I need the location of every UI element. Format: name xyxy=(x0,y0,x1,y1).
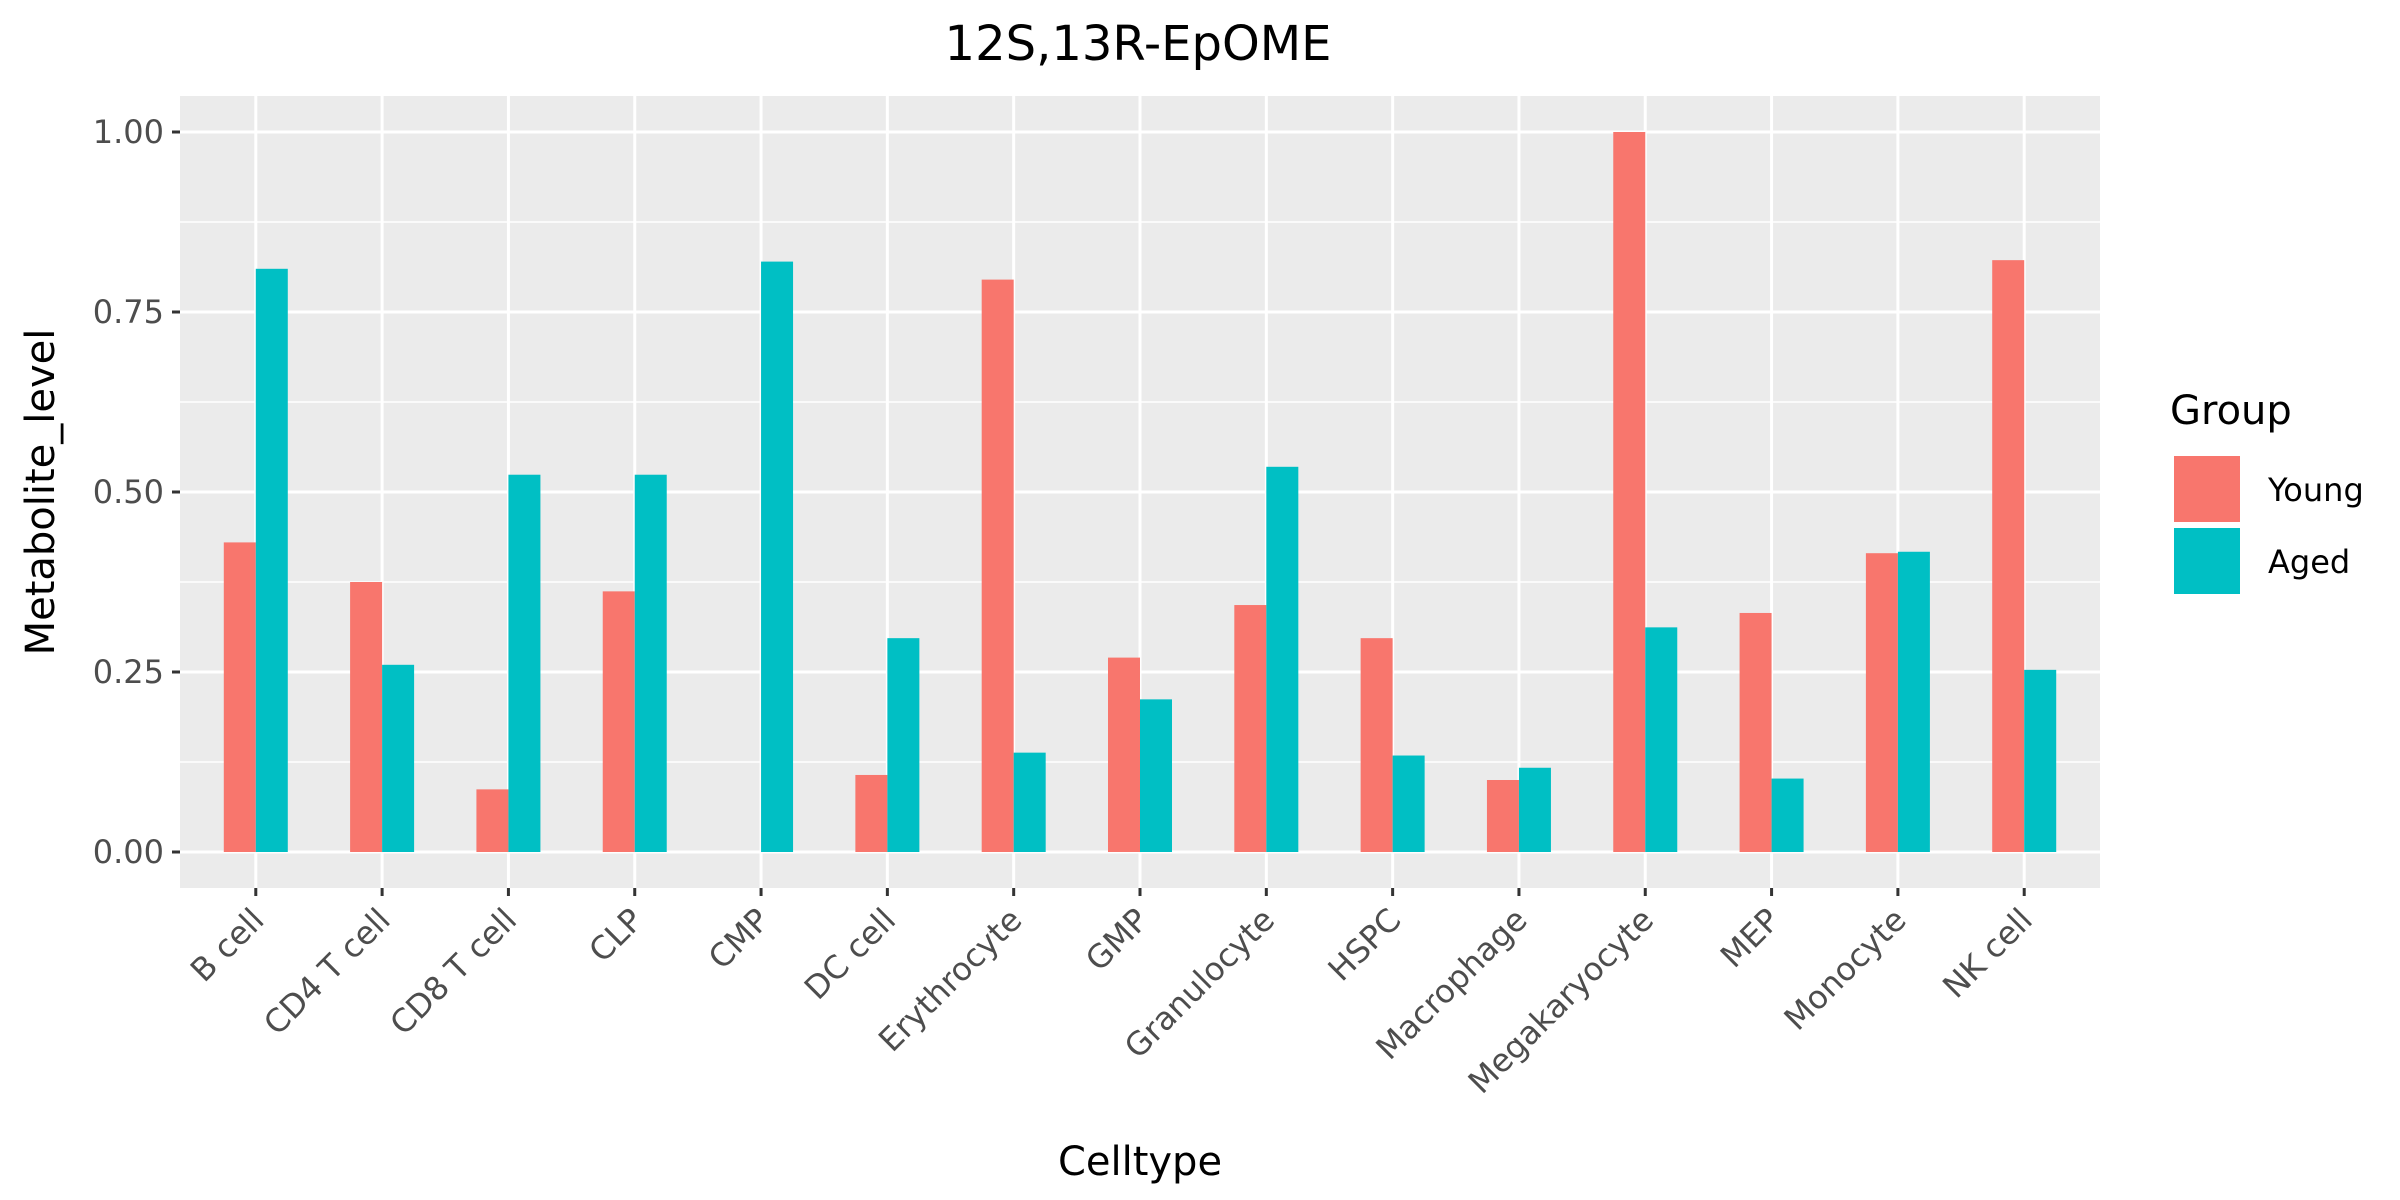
bar-young xyxy=(1108,657,1140,852)
bar-young xyxy=(476,789,509,852)
bar-aged xyxy=(887,638,920,852)
y-tick-label: 0.75 xyxy=(93,293,164,331)
y-tick-label: 1.00 xyxy=(93,113,164,151)
bar-young xyxy=(855,774,888,852)
chart-title: 12S,13R-EpOME xyxy=(945,16,1332,72)
y-tick-label: 0.00 xyxy=(93,833,164,871)
bar-aged xyxy=(1771,778,1804,852)
y-tick-label: 0.25 xyxy=(93,653,164,691)
x-tick-label: NK cell xyxy=(1935,901,2040,1006)
legend-label-young: Young xyxy=(2267,471,2364,509)
bar-young xyxy=(1234,605,1267,852)
x-tick-label: GMP xyxy=(1078,901,1156,979)
bar-young xyxy=(1992,260,2025,852)
y-axis-title: Metabolite_level xyxy=(18,329,64,656)
bar-aged xyxy=(1518,767,1551,852)
bar-aged xyxy=(1266,466,1299,852)
x-axis-title: Celltype xyxy=(1058,1139,1222,1185)
x-tick-label: CMP xyxy=(701,901,777,977)
bar-aged xyxy=(1645,627,1678,852)
bar-aged xyxy=(508,474,541,852)
y-axis: 0.00 0.25 0.50 0.75 1.00 xyxy=(93,113,180,871)
bar-aged xyxy=(255,268,288,852)
bar-aged xyxy=(1140,699,1172,852)
bar-aged xyxy=(761,261,794,853)
x-tick-label: CD4 T cell xyxy=(256,901,398,1043)
bar-young xyxy=(981,279,1014,853)
legend-label-aged: Aged xyxy=(2268,543,2350,581)
bar-aged xyxy=(1897,551,1930,852)
legend-title: Group xyxy=(2170,388,2292,434)
bar-aged xyxy=(2024,669,2057,852)
bar-young xyxy=(602,591,635,852)
x-tick-label: Monocyte xyxy=(1777,901,1914,1038)
bars xyxy=(223,132,2057,853)
legend: Group Young Aged xyxy=(2170,388,2364,594)
x-tick-label: DC cell xyxy=(797,901,903,1007)
bar-aged xyxy=(1013,752,1046,852)
bar-young xyxy=(1360,638,1393,852)
bar-young xyxy=(1739,612,1772,852)
x-tick-label: CLP xyxy=(581,901,650,970)
x-tick-label: HSPC xyxy=(1321,901,1409,989)
x-tick-label: B cell xyxy=(183,901,272,990)
bar-young xyxy=(1486,780,1519,852)
bar-young xyxy=(223,542,256,852)
x-tick-label: MEP xyxy=(1713,901,1787,975)
bar-aged xyxy=(1392,755,1425,852)
bar-young xyxy=(350,582,383,852)
legend-key-young xyxy=(2174,456,2240,522)
y-tick-label: 0.50 xyxy=(93,473,164,511)
legend-key-aged xyxy=(2174,528,2240,594)
x-tick-label: CD8 T cell xyxy=(382,901,524,1043)
bar-young xyxy=(1865,553,1898,852)
bar-aged xyxy=(634,474,667,852)
bar-aged xyxy=(382,664,415,852)
bar-young xyxy=(1613,132,1646,852)
